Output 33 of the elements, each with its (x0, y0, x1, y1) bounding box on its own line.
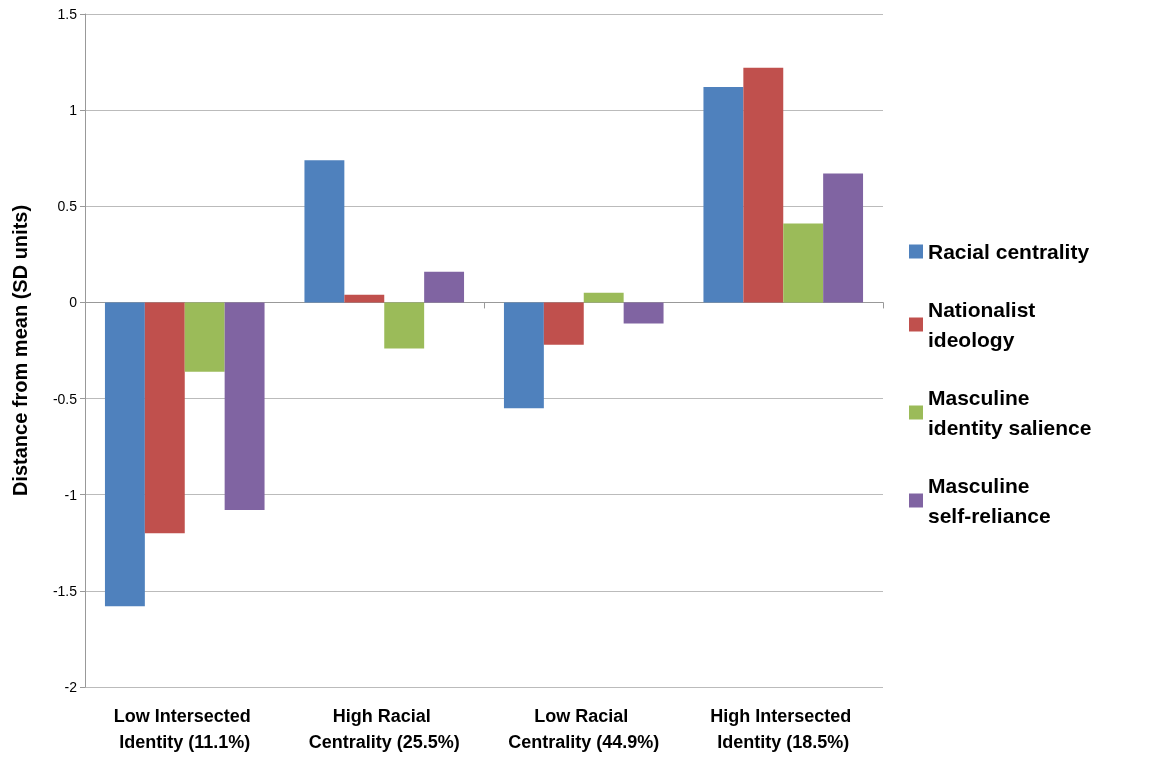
x-tick-label: High Intersected Identity (18.5%) (710, 706, 857, 752)
bar (783, 223, 824, 303)
bar (144, 302, 185, 534)
y-tick-label: 0.5 (57, 198, 78, 215)
bar (503, 302, 544, 409)
y-tick-label: -1.5 (52, 582, 78, 599)
y-axis-title: Distance from mean (SD units) (9, 204, 31, 497)
legend-label: Racial centrality (928, 240, 1090, 263)
x-tick-label: Low Racial Centrality (44.9%) (508, 706, 660, 752)
bar (184, 302, 225, 372)
bar (384, 302, 425, 349)
bar (224, 302, 265, 511)
legend-label: Nationalist ideology (928, 298, 1042, 351)
bar (583, 292, 624, 303)
bar (424, 271, 465, 303)
bar (104, 302, 145, 607)
y-tick-label: -1 (64, 486, 78, 503)
legend-label: Masculine self-reliance (928, 474, 1051, 527)
bar (743, 67, 784, 303)
bar (703, 87, 744, 303)
bar (823, 173, 864, 303)
y-tick-label: 0 (69, 294, 78, 311)
y-tick-label: 1.5 (57, 6, 78, 22)
bar (543, 302, 584, 345)
legend-label: Masculine identity salience (928, 386, 1092, 439)
bar (623, 302, 664, 324)
bar (304, 160, 345, 303)
y-tick-label: -0.5 (52, 390, 78, 407)
y-tick-label: -2 (64, 679, 78, 695)
x-tick-label: High Racial Centrality (25.5%) (308, 706, 460, 752)
y-tick-label: 1 (69, 102, 78, 119)
bar (344, 294, 385, 303)
x-tick-label: Low Intersected Identity (11.1%) (113, 706, 256, 752)
